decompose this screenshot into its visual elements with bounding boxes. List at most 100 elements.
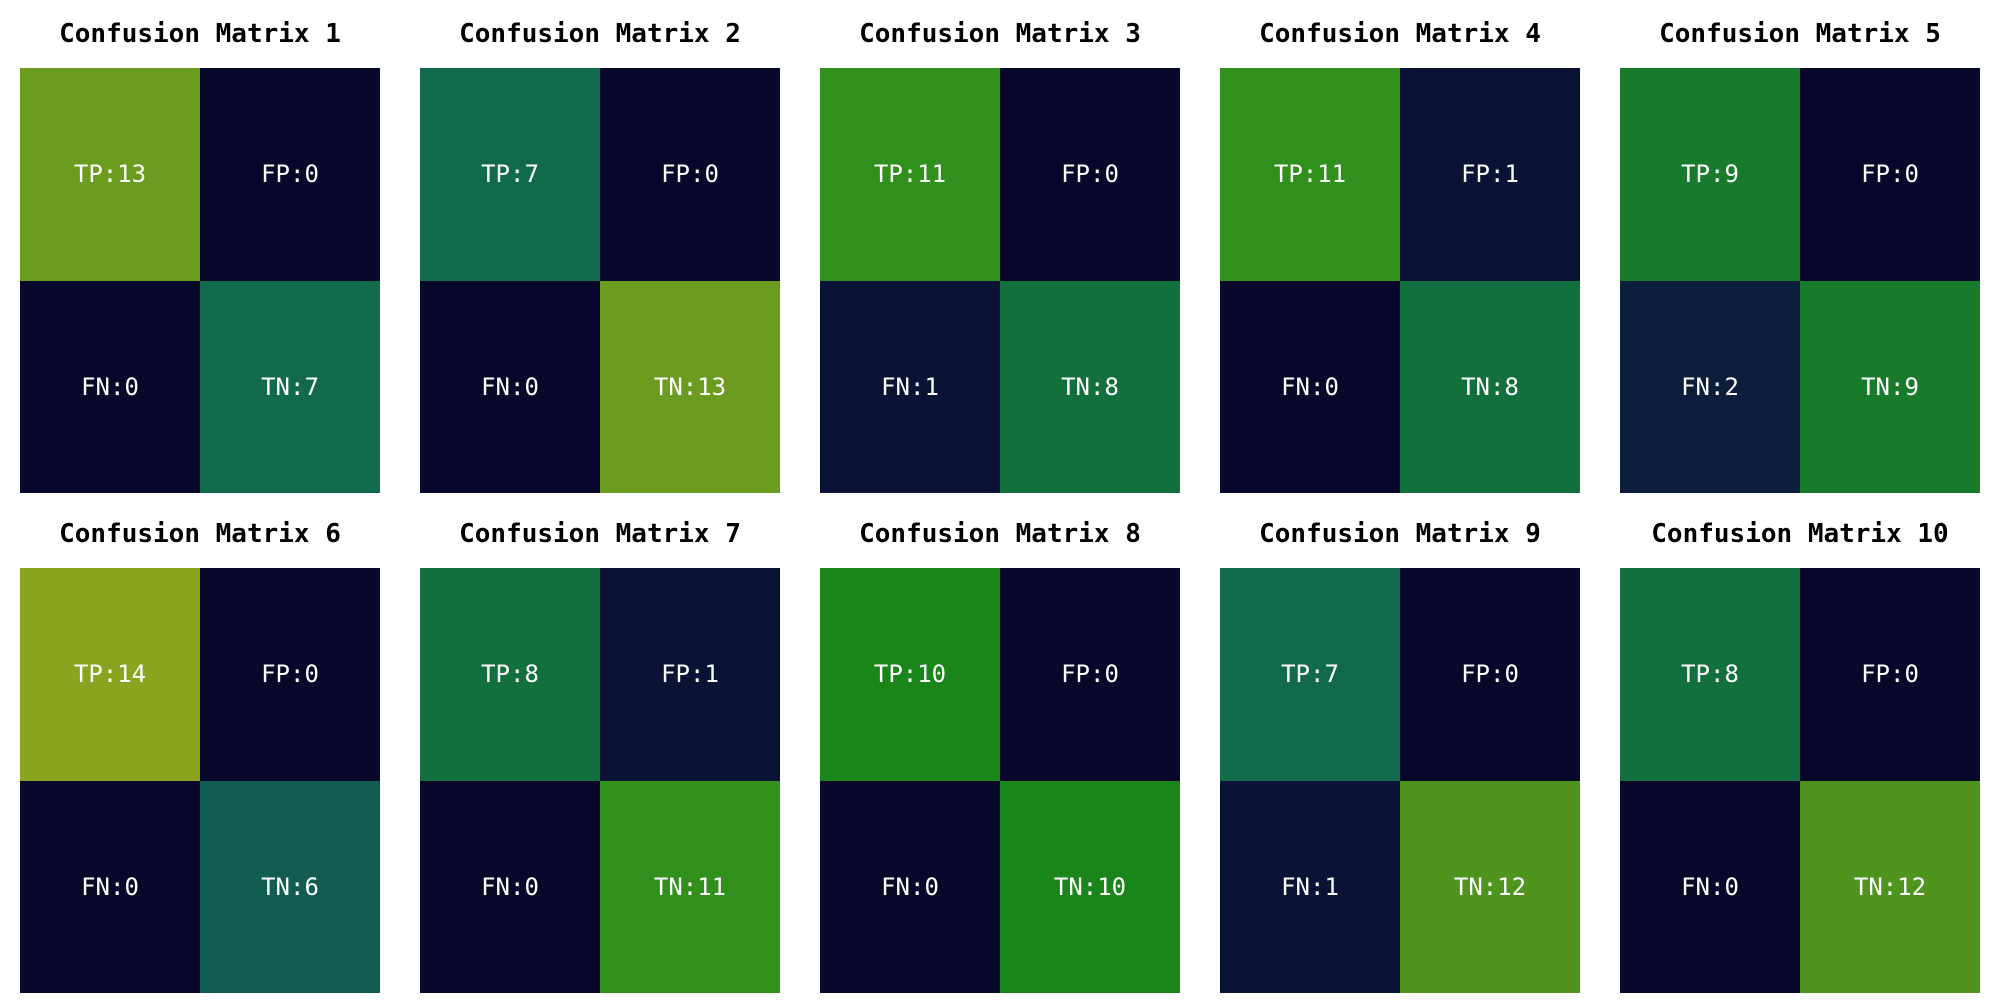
- cell-fp: FP:0: [600, 68, 780, 281]
- cell-fn: FN:1: [820, 280, 1000, 493]
- cell-fn: FN:2: [1620, 280, 1800, 493]
- cell-label-fn: FN:1: [881, 372, 939, 401]
- matrix-heatmap: TP:8 FP:1 FN:0 TN:11: [420, 568, 780, 993]
- matrix-heatmap: TP:10 FP:0 FN:0 TN:10: [820, 568, 1180, 993]
- cell-label-fp: FP:0: [261, 160, 319, 189]
- cell-label-fp: FP:1: [661, 660, 719, 689]
- matrix-heatmap: TP:7 FP:0 FN:1 TN:12: [1220, 568, 1580, 993]
- matrix-title: Confusion Matrix 10: [1651, 519, 1949, 549]
- cell-tp: TP:11: [820, 68, 1000, 281]
- cell-label-fp: FP:0: [1061, 660, 1119, 689]
- cell-tp: TP:7: [1220, 568, 1400, 781]
- matrix-title: Confusion Matrix 6: [59, 519, 341, 549]
- cell-tn: TN:6: [200, 780, 380, 993]
- cell-tn: TN:11: [600, 780, 780, 993]
- cell-tn: TN:12: [1400, 780, 1580, 993]
- cell-fp: FP:0: [1000, 568, 1180, 781]
- cell-tp: TP:14: [20, 568, 200, 781]
- cell-label-tp: TP:7: [481, 160, 539, 189]
- cell-label-fn: FN:0: [81, 372, 139, 401]
- cell-fp: FP:0: [200, 568, 380, 781]
- cell-tn: TN:12: [1800, 780, 1980, 993]
- cell-label-tn: TN:7: [261, 372, 319, 401]
- cell-fp: FP:0: [1800, 68, 1980, 281]
- cell-label-fn: FN:0: [881, 872, 939, 901]
- cell-tp: TP:10: [820, 568, 1000, 781]
- cell-fp: FP:1: [600, 568, 780, 781]
- cell-tn: TN:7: [200, 280, 380, 493]
- cell-label-fn: FN:0: [81, 872, 139, 901]
- cell-label-tn: TN:9: [1861, 372, 1919, 401]
- matrix-title: Confusion Matrix 1: [59, 19, 341, 49]
- cell-fp: FP:0: [1000, 68, 1180, 281]
- cell-label-tp: TP:8: [481, 660, 539, 689]
- cell-label-fp: FP:0: [1461, 660, 1519, 689]
- cell-fn: FN:0: [20, 780, 200, 993]
- matrix-title: Confusion Matrix 3: [859, 19, 1141, 49]
- cell-label-tp: TP:9: [1681, 160, 1739, 189]
- matrix-title: Confusion Matrix 7: [459, 519, 741, 549]
- cell-tn: TN:8: [1400, 280, 1580, 493]
- cell-label-fp: FP:1: [1461, 160, 1519, 189]
- matrix-heatmap: TP:11 FP:1 FN:0 TN:8: [1220, 68, 1580, 493]
- cell-label-tn: TN:12: [1853, 872, 1927, 901]
- cell-label-tn: TN:12: [1453, 872, 1527, 901]
- cell-fp: FP:0: [1400, 568, 1580, 781]
- cell-tp: TP:13: [20, 68, 200, 281]
- cell-label-fn: FN:0: [1681, 872, 1739, 901]
- cell-tn: TN:8: [1000, 280, 1180, 493]
- cell-fn: FN:1: [1220, 780, 1400, 993]
- cell-label-fn: FN:0: [1281, 372, 1339, 401]
- cell-label-tp: TP:7: [1281, 660, 1339, 689]
- cell-label-tp: TP:8: [1681, 660, 1739, 689]
- cell-label-fp: FP:0: [261, 660, 319, 689]
- cell-fp: FP:0: [1800, 568, 1980, 781]
- cell-label-fp: FP:0: [1861, 160, 1919, 189]
- cell-label-tn: TN:11: [653, 872, 727, 901]
- cell-fp: FP:1: [1400, 68, 1580, 281]
- matrix-title: Confusion Matrix 5: [1659, 19, 1941, 49]
- cell-label-tp: TP:11: [873, 160, 947, 189]
- cell-tp: TP:8: [1620, 568, 1800, 781]
- cell-label-tn: TN:13: [653, 372, 727, 401]
- matrix-heatmap: TP:9 FP:0 FN:2 TN:9: [1620, 68, 1980, 493]
- cell-tn: TN:10: [1000, 780, 1180, 993]
- cell-tp: TP:9: [1620, 68, 1800, 281]
- cell-fn: FN:0: [420, 280, 600, 493]
- cell-fn: FN:0: [1220, 280, 1400, 493]
- cell-fn: FN:0: [20, 280, 200, 493]
- cell-fp: FP:0: [200, 68, 380, 281]
- matrix-title: Confusion Matrix 4: [1259, 19, 1541, 49]
- cell-label-fn: FN:1: [1281, 872, 1339, 901]
- matrix-heatmap: TP:8 FP:0 FN:0 TN:12: [1620, 568, 1980, 993]
- cell-fn: FN:0: [820, 780, 1000, 993]
- cell-label-fn: FN:2: [1681, 372, 1739, 401]
- cell-label-tp: TP:14: [73, 660, 147, 689]
- cell-label-tp: TP:11: [1273, 160, 1347, 189]
- cell-tp: TP:7: [420, 68, 600, 281]
- cell-label-tn: TN:8: [1461, 372, 1519, 401]
- matrix-title: Confusion Matrix 2: [459, 19, 741, 49]
- cell-label-fp: FP:0: [1861, 660, 1919, 689]
- cell-tn: TN:13: [600, 280, 780, 493]
- cell-label-tn: TN:8: [1061, 372, 1119, 401]
- cell-fn: FN:0: [1620, 780, 1800, 993]
- cell-tn: TN:9: [1800, 280, 1980, 493]
- matrix-heatmap: TP:7 FP:0 FN:0 TN:13: [420, 68, 780, 493]
- cell-label-tn: TN:6: [261, 872, 319, 901]
- cell-label-fn: FN:0: [481, 372, 539, 401]
- matrix-title: Confusion Matrix 8: [859, 519, 1141, 549]
- cell-label-tn: TN:10: [1053, 872, 1127, 901]
- matrix-heatmap: TP:14 FP:0 FN:0 TN:6: [20, 568, 380, 993]
- cell-label-fp: FP:0: [1061, 160, 1119, 189]
- matrix-title: Confusion Matrix 9: [1259, 519, 1541, 549]
- cell-label-tp: TP:10: [873, 660, 947, 689]
- matrix-heatmap: TP:13 FP:0 FN:0 TN:7: [20, 68, 380, 493]
- matrix-heatmap: TP:11 FP:0 FN:1 TN:8: [820, 68, 1180, 493]
- cell-tp: TP:8: [420, 568, 600, 781]
- cell-tp: TP:11: [1220, 68, 1400, 281]
- cell-label-tp: TP:13: [73, 160, 147, 189]
- cell-label-fn: FN:0: [481, 872, 539, 901]
- cell-fn: FN:0: [420, 780, 600, 993]
